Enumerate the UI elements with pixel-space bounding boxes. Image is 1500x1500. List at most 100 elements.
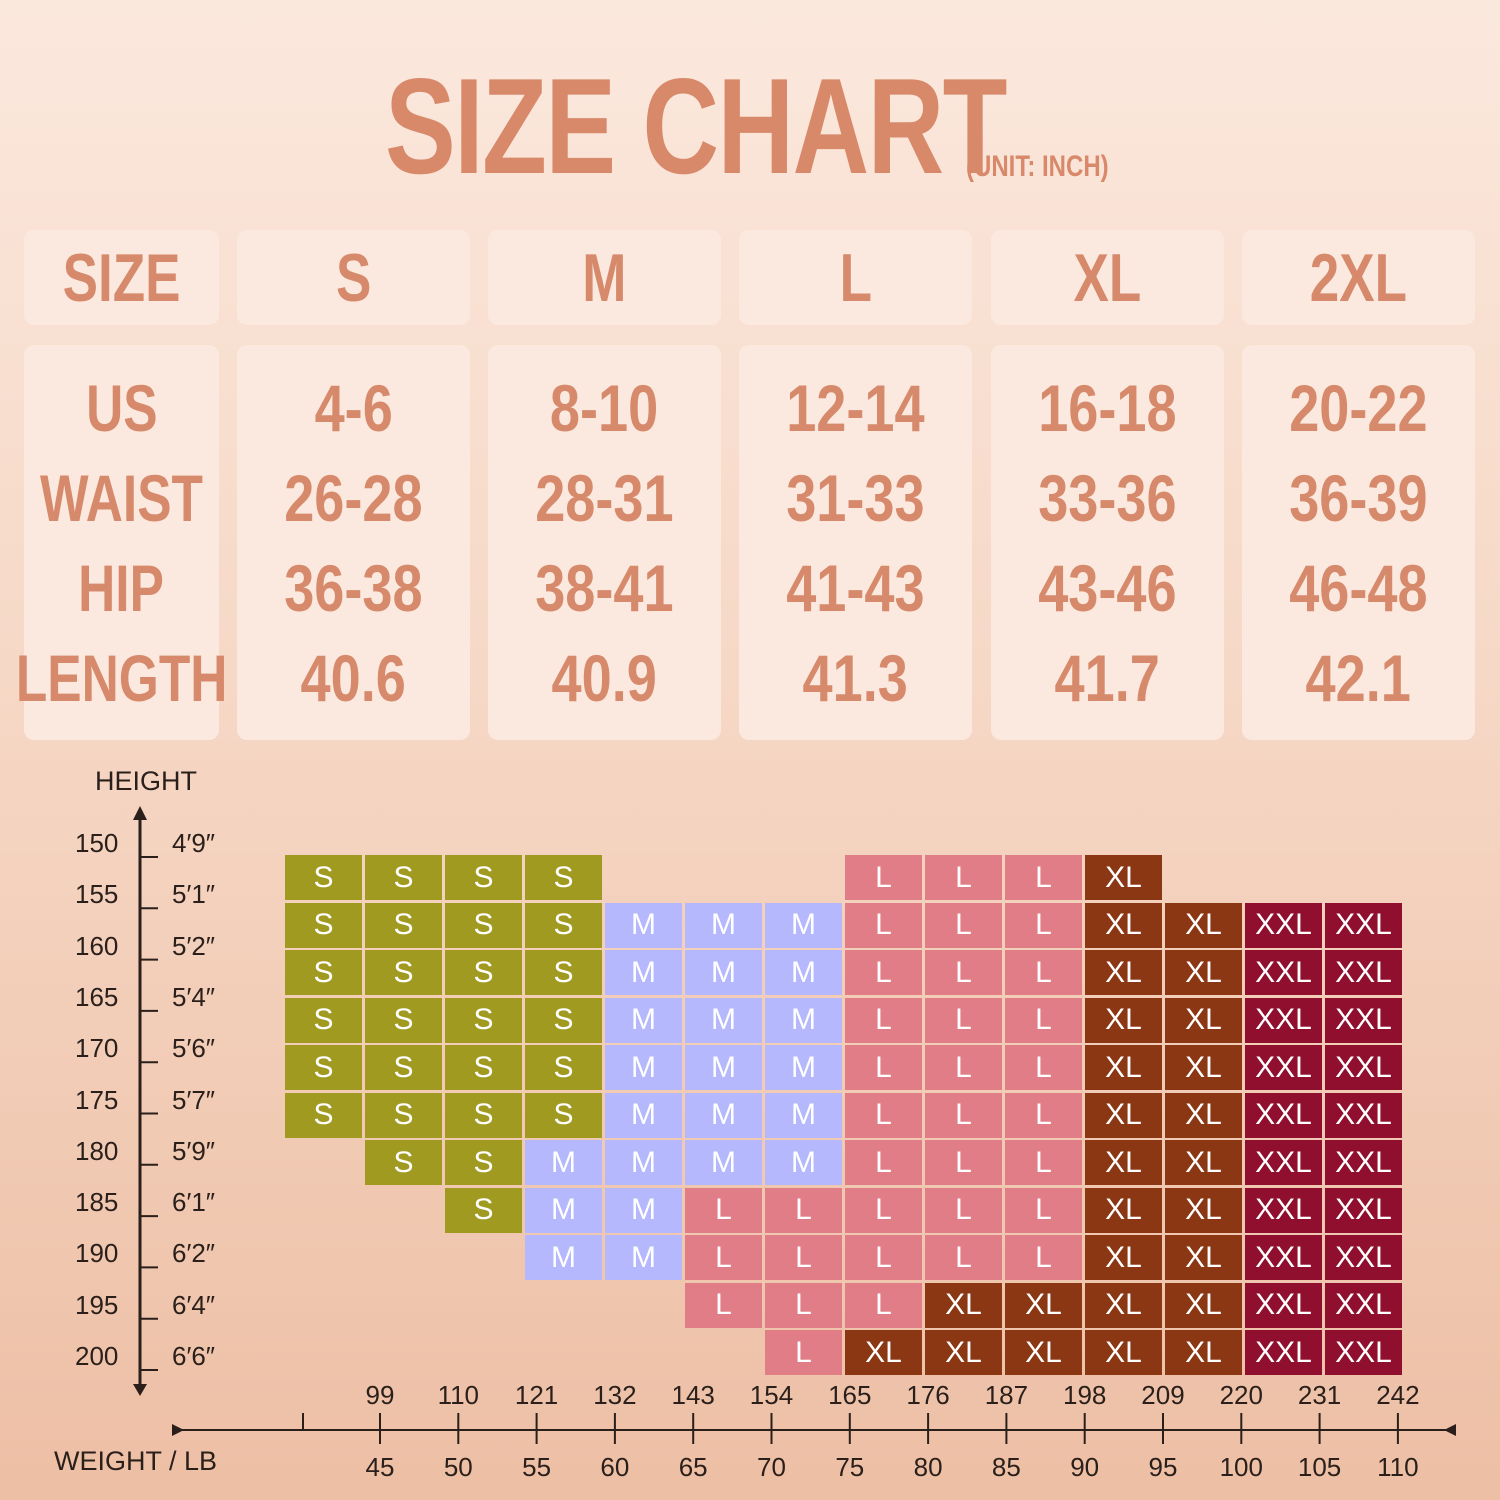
height-ft-label: 5′2″ [172, 930, 215, 961]
height-ft-label: 5′6″ [172, 1033, 215, 1064]
grid-cell: S [525, 1045, 602, 1090]
size-col-values: 12-14 31-33 41-43 41.3 [739, 345, 972, 740]
unit-label: (UNIT: INCH) [966, 150, 1109, 183]
grid-cell: S [445, 1140, 522, 1185]
weight-lb-label: 220 [1219, 1380, 1263, 1410]
measurement-value: 40.9 [551, 641, 658, 715]
weight-lb-label: 176 [906, 1380, 950, 1410]
height-cm-label: 170 [75, 1033, 119, 1064]
grid-cell: L [925, 1092, 1002, 1138]
measurement-value: 41.7 [1054, 641, 1161, 715]
weight-kg-label: 45 [365, 1452, 395, 1482]
grid-cell: M [605, 1187, 682, 1233]
grid-cell: L [1005, 1092, 1082, 1138]
grid-cell: XL [1165, 1187, 1242, 1233]
grid-cell: S [445, 902, 522, 948]
measurement-value: 4-6 [314, 371, 393, 445]
grid-cell: M [685, 1140, 762, 1185]
row-labels-cell: US WAIST HIP LENGTH [16, 345, 227, 740]
grid-cell: L [1005, 997, 1082, 1043]
grid-cell: S [365, 902, 442, 948]
grid-cell: XXL [1245, 1092, 1322, 1138]
grid-cell: S [365, 950, 442, 995]
grid-cell: XL [845, 1330, 922, 1375]
grid-cell: XXL [1245, 1235, 1322, 1280]
grid-cell: L [845, 1140, 922, 1185]
row-label-length: LENGTH [15, 641, 228, 715]
grid-cell: XXL [1245, 1187, 1322, 1233]
grid-cell: XL [1085, 997, 1162, 1043]
grid-cell: XL [1165, 997, 1242, 1043]
height-cm-label: 200 [75, 1341, 119, 1371]
height-ft-label: 5′4″ [172, 981, 215, 1012]
grid-cell: L [925, 1140, 1002, 1185]
grid-cell: XXL [1245, 1282, 1322, 1328]
height-axis-arrow-bottom [133, 1384, 147, 1396]
grid-cell: XL [1005, 1330, 1082, 1375]
grid-cell: L [845, 1235, 922, 1280]
size-header-label: SIZE [62, 239, 181, 316]
grid-cell: L [925, 1187, 1002, 1233]
grid-cell: S [445, 950, 522, 995]
grid-cell: M [765, 997, 842, 1043]
grid-cell: M [765, 902, 842, 948]
measurement-value: 33-36 [1038, 461, 1177, 535]
height-axis-arrow-top [133, 806, 147, 820]
grid-cell: L [925, 950, 1002, 995]
grid-cell: S [365, 1140, 442, 1185]
grid-cell: S [525, 902, 602, 948]
grid-cell: M [765, 1092, 842, 1138]
grid-cell: L [1005, 1140, 1082, 1185]
grid-cell: XL [1085, 1330, 1162, 1375]
measurement-value: 42.1 [1305, 641, 1412, 715]
grid-cell: S [285, 1092, 362, 1138]
measurement-value: 43-46 [1038, 551, 1177, 625]
size-col-header: XL [991, 230, 1224, 325]
grid-cell: XXL [1245, 1140, 1322, 1185]
grid-cell: XXL [1245, 1330, 1322, 1375]
size-col-values: 4-6 26-28 36-38 40.6 [237, 345, 470, 740]
grid-cell: XL [1165, 1282, 1242, 1328]
size-col-header: 2XL [1242, 230, 1475, 325]
grid-cell: S [365, 1045, 442, 1090]
grid-cell: XL [1165, 1140, 1242, 1185]
grid-cell: M [605, 1045, 682, 1090]
grid-cell: M [765, 1140, 842, 1185]
grid-cell: XXL [1245, 1045, 1322, 1090]
grid-cell: M [525, 1140, 602, 1185]
grid-cell: M [685, 1092, 762, 1138]
measurement-value: 20-22 [1289, 371, 1428, 445]
grid-cell: S [445, 1092, 522, 1138]
row-label-hip: HIP [78, 551, 165, 625]
grid-cell: XXL [1325, 1092, 1402, 1138]
weight-kg-label: 85 [991, 1452, 1021, 1482]
grid-cell: L [1005, 1235, 1082, 1280]
grid-cell: M [685, 950, 762, 995]
grid-cell: S [365, 1092, 442, 1138]
grid-cell: L [685, 1235, 762, 1280]
weight-axis-arrow-left [172, 1424, 184, 1436]
grid-cell: XXL [1325, 1330, 1402, 1375]
weight-lb-label: 154 [749, 1380, 794, 1410]
weight-kg-label: 110 [1377, 1452, 1419, 1482]
grid-cell: XL [1085, 1187, 1162, 1233]
grid-cell: S [285, 855, 362, 900]
weight-lb-label: 231 [1297, 1380, 1342, 1410]
weight-lb-label: 99 [365, 1380, 395, 1410]
grid-cell: XXL [1325, 1282, 1402, 1328]
size-col-header-label: M [582, 239, 627, 316]
grid-cell: M [685, 902, 762, 948]
grid-cell: XL [925, 1282, 1002, 1328]
grid-cell: M [525, 1187, 602, 1233]
grid-cell: XL [925, 1330, 1002, 1375]
weight-kg-label: 95 [1148, 1452, 1178, 1482]
weight-kg-label: 80 [913, 1452, 943, 1482]
grid-cell: L [845, 902, 922, 948]
grid-cell: XXL [1325, 950, 1402, 995]
measurement-value: 41-43 [786, 551, 925, 625]
grid-cell: S [525, 997, 602, 1043]
weight-lb-label: 121 [514, 1380, 559, 1410]
grid-cell: S [285, 950, 362, 995]
grid-cell: L [685, 1187, 762, 1233]
grid-cell: XL [1085, 1235, 1162, 1280]
